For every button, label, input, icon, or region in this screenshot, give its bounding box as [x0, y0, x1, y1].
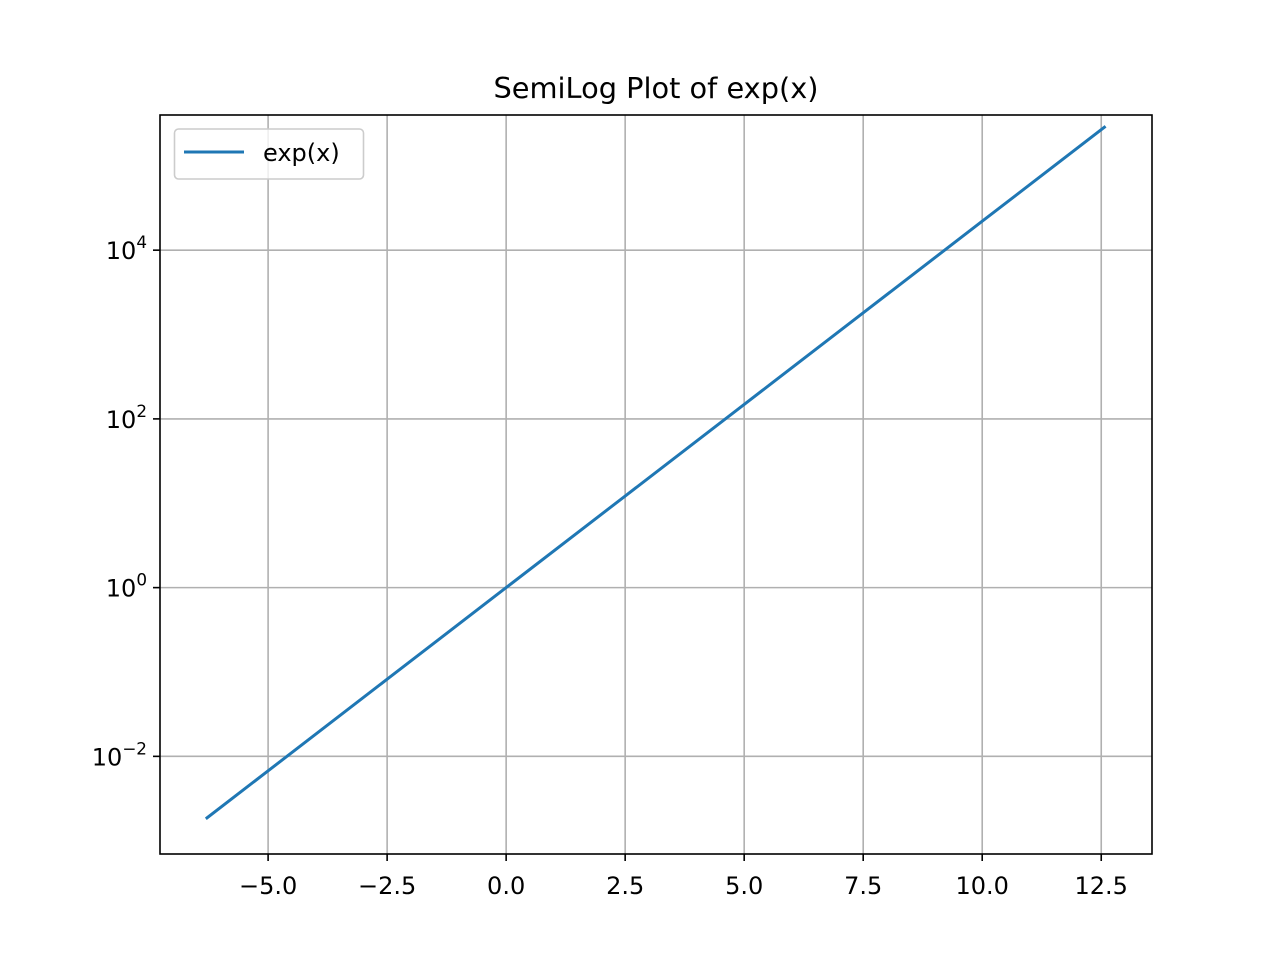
legend-label: exp(x)	[263, 139, 340, 167]
y-tick-label: 104	[106, 232, 147, 265]
x-tick-label: −5.0	[239, 872, 297, 900]
y-tick-label: 100	[106, 570, 147, 603]
y-tick-label: 10−2	[92, 738, 147, 771]
axes-frame	[159, 114, 1153, 855]
series-line-exp	[204, 125, 1107, 820]
x-tick-label: −2.5	[358, 872, 416, 900]
x-tick-label: 10.0	[955, 872, 1008, 900]
grid	[160, 115, 1152, 854]
x-tick-label: 7.5	[844, 872, 882, 900]
x-tick-label: 12.5	[1075, 872, 1128, 900]
x-tick-label: 0.0	[487, 872, 525, 900]
chart-title: SemiLog Plot of exp(x)	[493, 71, 818, 105]
plot-area	[160, 115, 1152, 854]
x-tick-label: 2.5	[606, 872, 644, 900]
legend: exp(x)	[173, 128, 365, 180]
y-axis: 10−2 100 102 104	[92, 232, 160, 771]
y-tick-label: 102	[106, 401, 147, 434]
x-tick-label: 5.0	[725, 872, 763, 900]
series-layer	[204, 125, 1107, 820]
x-axis: −5.0 −2.5 0.0 2.5 5.0 7.5 10.0 12.5	[239, 854, 1128, 900]
legend-box	[173, 128, 365, 180]
